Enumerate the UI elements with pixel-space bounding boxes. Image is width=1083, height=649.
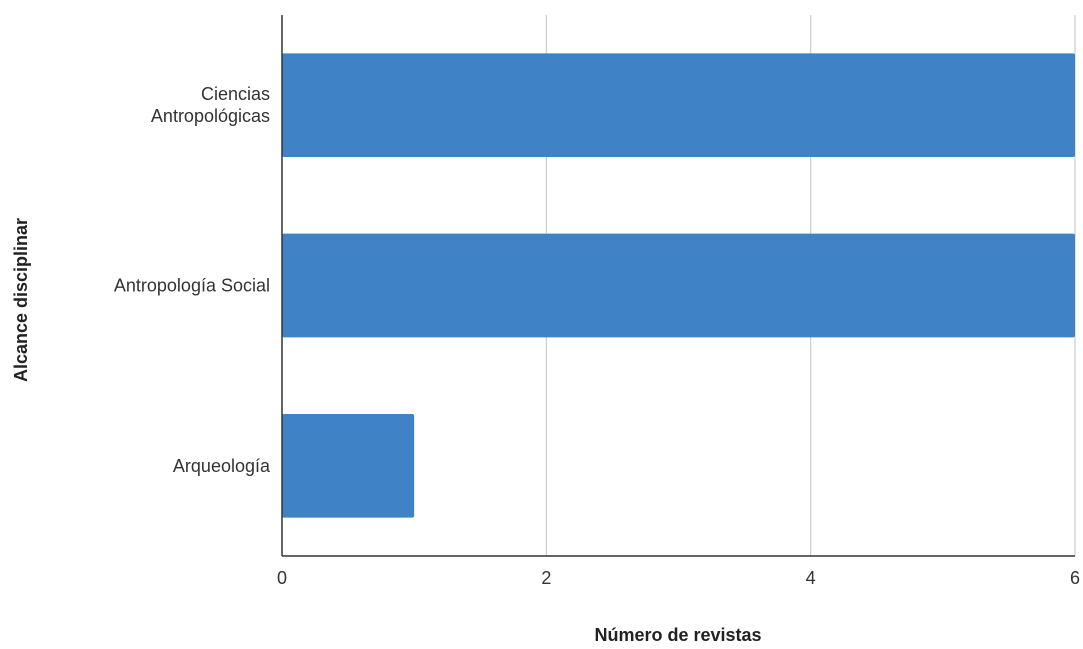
x-tick-label: 0: [277, 568, 287, 588]
bar: [282, 53, 1075, 158]
y-tick-label: Antropología Social: [114, 276, 270, 296]
y-tick-label: Arqueología: [173, 456, 271, 476]
axes: [281, 15, 1075, 557]
x-tick-label: 2: [541, 568, 551, 588]
x-tick-label: 4: [806, 568, 816, 588]
bar: [282, 233, 1075, 338]
y-tick-label: Ciencias: [201, 84, 270, 104]
x-tick-label: 6: [1070, 568, 1080, 588]
bars: [282, 53, 1075, 518]
bar: [282, 413, 415, 518]
x-axis-title: Número de revistas: [594, 625, 761, 644]
y-tick-label: Antropológicas: [151, 106, 270, 126]
y-axis-title: Alcance disciplinar: [11, 218, 31, 382]
